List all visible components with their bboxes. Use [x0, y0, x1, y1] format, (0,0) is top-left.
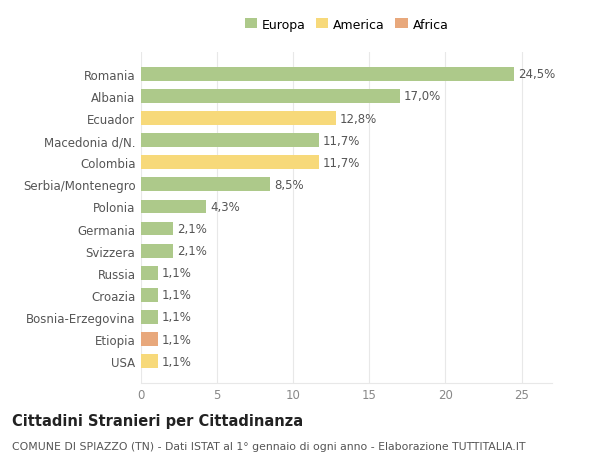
Bar: [141, 266, 158, 280]
Text: 2,1%: 2,1%: [177, 223, 206, 235]
Bar: [141, 288, 158, 302]
Text: 1,1%: 1,1%: [161, 267, 191, 280]
Bar: [141, 222, 173, 236]
Bar: [141, 112, 336, 126]
Text: 1,1%: 1,1%: [161, 333, 191, 346]
Text: 1,1%: 1,1%: [161, 311, 191, 324]
Text: Cittadini Stranieri per Cittadinanza: Cittadini Stranieri per Cittadinanza: [12, 413, 303, 428]
Text: COMUNE DI SPIAZZO (TN) - Dati ISTAT al 1° gennaio di ogni anno - Elaborazione TU: COMUNE DI SPIAZZO (TN) - Dati ISTAT al 1…: [12, 441, 526, 451]
Text: 4,3%: 4,3%: [210, 201, 240, 213]
Bar: [141, 178, 271, 192]
Text: 12,8%: 12,8%: [340, 112, 377, 125]
Bar: [141, 156, 319, 170]
Bar: [141, 200, 206, 214]
Text: 1,1%: 1,1%: [161, 289, 191, 302]
Text: 11,7%: 11,7%: [323, 134, 360, 147]
Text: 11,7%: 11,7%: [323, 157, 360, 169]
Text: 8,5%: 8,5%: [274, 179, 304, 191]
Bar: [141, 68, 514, 82]
Text: 17,0%: 17,0%: [404, 90, 441, 103]
Text: 1,1%: 1,1%: [161, 355, 191, 368]
Text: 2,1%: 2,1%: [177, 245, 206, 257]
Legend: Europa, America, Africa: Europa, America, Africa: [242, 16, 451, 34]
Bar: [141, 332, 158, 346]
Bar: [141, 244, 173, 258]
Bar: [141, 134, 319, 148]
Bar: [141, 354, 158, 368]
Bar: [141, 90, 400, 104]
Text: 24,5%: 24,5%: [518, 68, 555, 81]
Bar: [141, 310, 158, 324]
